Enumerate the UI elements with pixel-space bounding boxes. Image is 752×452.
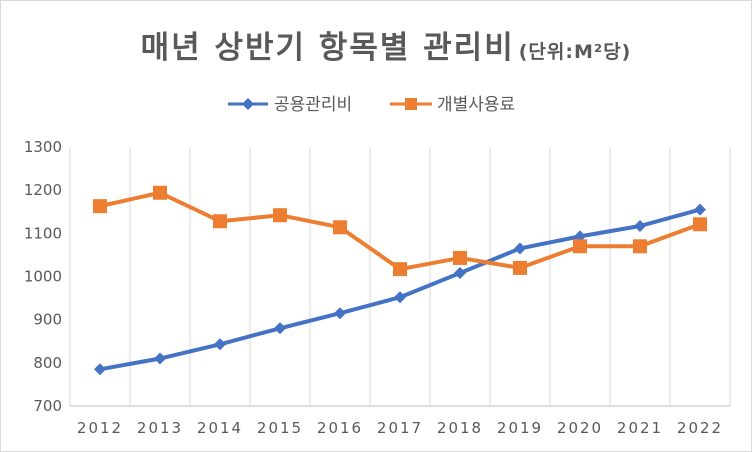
y-tick-label: 1200 xyxy=(24,181,62,199)
y-tick-label: 1100 xyxy=(24,224,62,242)
data-point xyxy=(573,239,587,254)
data-point xyxy=(214,338,226,351)
data-point xyxy=(333,220,347,235)
data-point xyxy=(513,260,527,275)
data-point xyxy=(94,363,106,376)
data-point xyxy=(454,267,466,280)
data-point xyxy=(694,203,706,216)
y-axis-ticks: 700 800 900 1000 1100 1200 1300 xyxy=(24,138,62,415)
legend-item-series-2: 개별사용료 xyxy=(390,95,515,115)
y-tick-label: 1300 xyxy=(24,138,62,156)
y-tick-label: 700 xyxy=(33,397,62,415)
data-point xyxy=(213,214,227,229)
chart-subtitle: (단위:M²당) xyxy=(519,41,632,63)
x-tick-label: 2017 xyxy=(377,419,423,437)
y-tick-label: 800 xyxy=(33,354,62,372)
data-point xyxy=(634,219,646,232)
x-tick-label: 2016 xyxy=(317,419,363,437)
y-tick-label: 1000 xyxy=(24,268,62,286)
data-point xyxy=(453,250,467,265)
x-tick-label: 2015 xyxy=(257,419,303,437)
x-tick-label: 2014 xyxy=(197,419,243,437)
data-point xyxy=(394,291,406,304)
series-layer xyxy=(93,185,707,376)
x-tick-label: 2012 xyxy=(77,419,123,437)
chart-title: 매년 상반기 항목별 관리비 xyxy=(141,30,515,66)
grid-lines xyxy=(69,147,731,406)
series-2 xyxy=(93,185,707,277)
legend-label-series-2: 개별사용료 xyxy=(437,95,515,115)
legend-item-series-1: 공용관리비 xyxy=(228,95,352,115)
legend-label-series-1: 공용관리비 xyxy=(274,95,352,115)
data-point xyxy=(273,208,287,223)
x-tick-label: 2018 xyxy=(437,419,483,437)
legend-marker-series-2 xyxy=(405,98,417,110)
data-point xyxy=(514,242,526,255)
x-tick-label: 2013 xyxy=(137,419,183,437)
data-point xyxy=(633,239,647,254)
legend-marker-series-1 xyxy=(242,98,254,110)
series-1 xyxy=(94,203,706,376)
data-point xyxy=(93,199,107,214)
data-point xyxy=(154,352,166,365)
x-axis-ticks: 2012 2013 2014 2015 2016 2017 2018 2019 2020 2021… xyxy=(77,419,723,437)
data-point xyxy=(274,322,286,335)
data-point xyxy=(334,307,346,320)
data-point xyxy=(153,185,167,200)
x-tick-label: 2020 xyxy=(557,419,603,437)
data-point xyxy=(693,217,707,232)
chart-title-group: 매년 상반기 항목별 관리비 (단위:M²당) xyxy=(141,30,632,66)
data-point xyxy=(393,262,407,277)
x-tick-label: 2022 xyxy=(677,419,723,437)
x-tick-label: 2021 xyxy=(617,419,663,437)
x-tick-label: 2019 xyxy=(497,419,543,437)
y-tick-label: 900 xyxy=(33,311,62,329)
legend: 공용관리비 개별사용료 xyxy=(228,95,515,115)
